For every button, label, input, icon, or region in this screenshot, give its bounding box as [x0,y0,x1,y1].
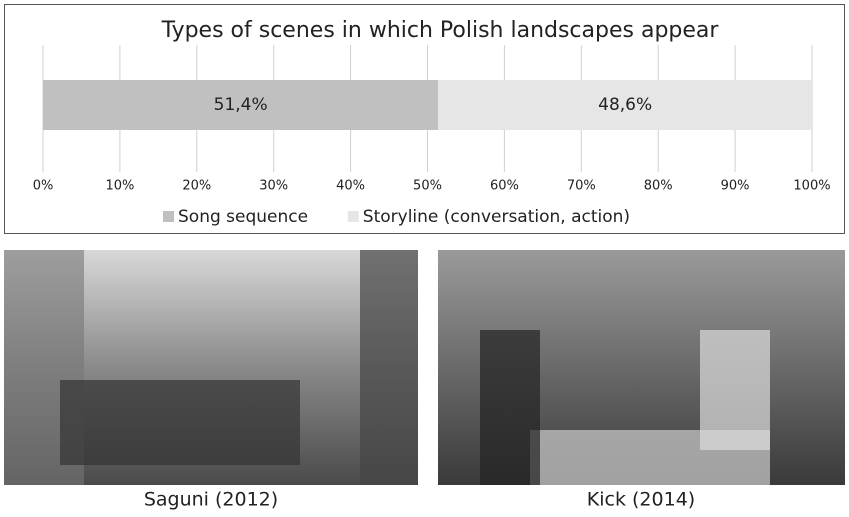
photo-caption: Kick (2014) [587,489,695,511]
x-tick-label: 50% [413,179,442,194]
x-tick-label: 20% [182,179,211,194]
x-tick-label: 60% [490,179,519,194]
photo-tree [360,250,418,485]
x-tick-label: 90% [721,179,750,194]
figure: Types of scenes in which Polish landscap… [0,0,849,517]
x-tick-label: 30% [259,179,288,194]
x-tick-label: 70% [567,179,596,194]
photos: Saguni (2012) Kick (2014) [4,250,845,511]
x-tick-label: 100% [793,179,830,194]
photo-person [700,330,770,450]
photo-caption: Saguni (2012) [144,489,278,511]
photo-person [480,330,540,485]
legend-swatch [163,211,174,222]
page: Types of scenes in which Polish landscap… [0,0,849,517]
data-label: 51,4% [214,95,268,115]
x-tick-label: 0% [33,179,54,194]
chart-title: Types of scenes in which Polish landscap… [161,18,720,43]
x-tick-label: 10% [105,179,134,194]
x-tick-label: 80% [644,179,673,194]
x-tick-label: 40% [336,179,365,194]
legend-label: Storyline (conversation, action) [363,207,630,227]
photo-crowd [60,380,300,465]
legend-swatch [348,211,359,222]
data-label: 48,6% [598,95,652,115]
legend-label: Song sequence [178,207,308,227]
